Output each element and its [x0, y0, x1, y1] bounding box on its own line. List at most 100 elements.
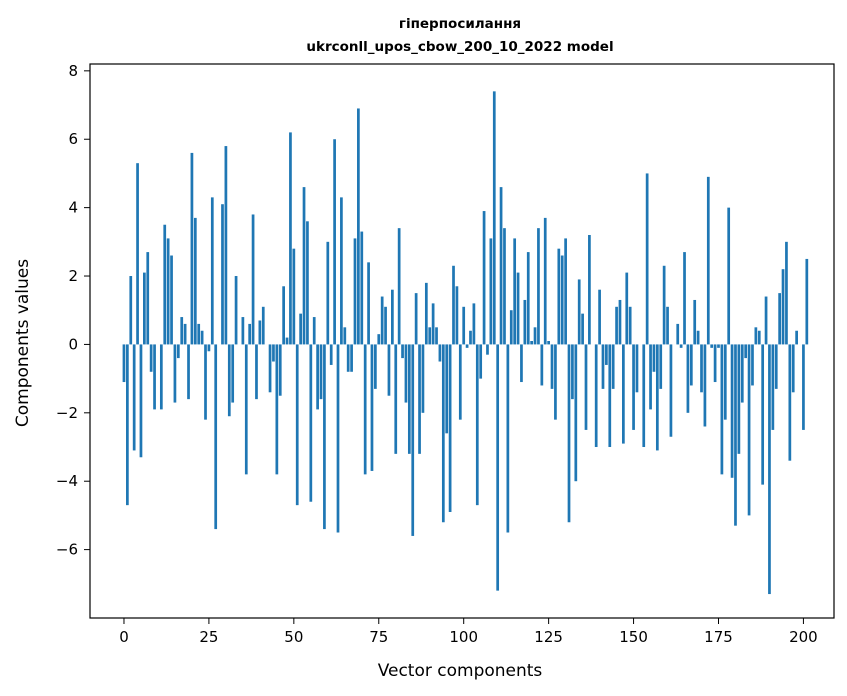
bar-129	[560, 255, 564, 345]
bar-109	[492, 91, 496, 345]
bar-166	[686, 344, 690, 413]
bar-103	[472, 303, 476, 345]
y-tick-label: −6	[56, 541, 78, 559]
bar-7	[146, 252, 150, 345]
bar-158	[659, 344, 663, 389]
bar-19	[187, 344, 190, 400]
bar-186	[754, 327, 758, 345]
bar-67	[350, 344, 353, 372]
bar-56	[312, 317, 316, 345]
bar-66	[346, 344, 350, 372]
bar-87	[418, 344, 421, 454]
bar-24	[204, 344, 207, 420]
bar-99	[458, 344, 462, 420]
bar-111	[499, 187, 503, 345]
bar-157	[655, 344, 659, 451]
bar-161	[669, 344, 673, 437]
bar-13	[166, 238, 170, 345]
bar-131	[567, 344, 571, 523]
bar-1	[126, 344, 129, 506]
bar-134	[577, 279, 581, 345]
bars-group	[122, 91, 809, 595]
bar-135	[581, 313, 584, 345]
bar-185	[751, 344, 754, 386]
bar-144	[611, 344, 615, 389]
bar-3	[132, 344, 136, 451]
bar-81	[397, 228, 401, 345]
bar-146	[618, 299, 622, 345]
bar-177	[723, 344, 727, 420]
bar-76	[380, 296, 384, 345]
bar-25	[207, 344, 211, 352]
bar-53	[302, 187, 306, 345]
bar-54	[306, 221, 309, 345]
bar-48	[285, 337, 289, 345]
bar-104	[475, 344, 479, 506]
bar-118	[523, 299, 527, 345]
x-tick-label: 0	[119, 628, 129, 646]
bar-127	[554, 344, 557, 420]
bar-52	[299, 313, 302, 345]
bar-150	[632, 344, 635, 430]
bar-194	[781, 269, 785, 345]
bar-29	[221, 204, 224, 345]
bar-59	[323, 344, 326, 530]
bar-191	[771, 344, 775, 430]
bar-73	[370, 344, 374, 471]
bar-143	[608, 344, 612, 448]
bar-74	[374, 344, 377, 389]
bar-23	[200, 330, 204, 345]
bar-94	[441, 344, 445, 523]
bar-196	[788, 344, 792, 461]
bar-120	[530, 341, 533, 345]
bar-125	[547, 341, 550, 345]
bar-63	[336, 344, 340, 533]
bar-70	[360, 231, 364, 345]
bar-101	[465, 344, 469, 348]
bar-106	[482, 211, 486, 345]
y-tick-label: 2	[68, 267, 78, 285]
bar-128	[557, 248, 561, 345]
x-tick-label: 25	[199, 628, 218, 646]
bar-193	[778, 293, 781, 345]
bar-190	[768, 344, 771, 595]
bar-154	[645, 173, 649, 345]
bar-192	[774, 344, 778, 389]
bar-2	[129, 276, 133, 345]
bar-107	[486, 344, 489, 355]
x-tick-label: 125	[534, 628, 563, 646]
bar-160	[666, 306, 669, 345]
bar-155	[649, 344, 652, 410]
bar-12	[163, 224, 167, 345]
bar-30	[224, 146, 228, 345]
bar-153	[642, 344, 646, 448]
x-tick-label: 75	[369, 628, 388, 646]
y-tick-label: 0	[68, 335, 78, 353]
bar-112	[503, 228, 506, 345]
bar-88	[421, 344, 425, 413]
bar-171	[703, 344, 707, 427]
bar-182	[740, 344, 744, 403]
bar-139	[594, 344, 598, 448]
x-tick-label: 50	[284, 628, 303, 646]
bar-102	[469, 330, 472, 345]
bar-97	[452, 265, 455, 345]
bar-95	[445, 344, 449, 434]
bar-114	[509, 310, 513, 345]
bar-58	[319, 344, 323, 400]
bar-179	[730, 344, 734, 478]
bar-11	[159, 344, 163, 410]
bar-176	[720, 344, 724, 475]
bar-49	[289, 132, 292, 345]
bar-62	[333, 139, 336, 345]
y-tick-label: 8	[68, 62, 78, 80]
bar-108	[489, 238, 493, 345]
bar-130	[564, 238, 567, 345]
bar-26	[210, 197, 214, 345]
bar-75	[377, 334, 381, 345]
bar-116	[516, 272, 520, 345]
bar-195	[785, 241, 788, 345]
bar-17	[180, 317, 184, 345]
bar-168	[693, 299, 697, 345]
